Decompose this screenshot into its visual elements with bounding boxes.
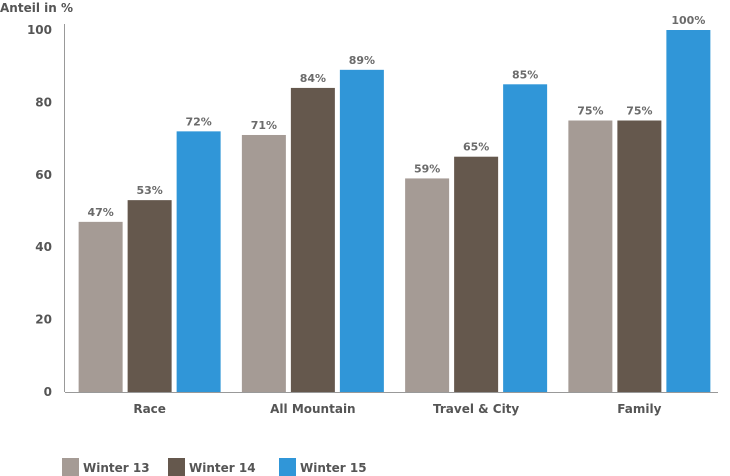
x-tick-label: Family bbox=[617, 402, 661, 416]
bar-value-label: 59% bbox=[414, 162, 440, 175]
y-tick-label: 40 bbox=[35, 240, 52, 254]
bar bbox=[405, 178, 450, 392]
bar bbox=[127, 200, 172, 392]
bar-value-label: 84% bbox=[300, 72, 326, 85]
y-tick-label: 80 bbox=[35, 95, 52, 109]
x-tick-label: Race bbox=[133, 402, 166, 416]
bar-value-label: 85% bbox=[512, 68, 538, 81]
y-axis-ticks: 0 20 40 60 80 100 bbox=[27, 23, 52, 399]
bar bbox=[503, 84, 548, 393]
bar-value-label: 47% bbox=[87, 206, 113, 219]
bar-value-label: 53% bbox=[136, 184, 162, 197]
legend-label: Winter 15 bbox=[300, 461, 367, 475]
legend-swatch bbox=[62, 458, 79, 476]
bar-value-label: 65% bbox=[463, 141, 489, 154]
bar-value-label: 72% bbox=[185, 115, 211, 128]
bar bbox=[617, 120, 662, 392]
y-axis-label: Anteil in % bbox=[0, 1, 73, 15]
legend-swatch bbox=[168, 458, 185, 476]
bar bbox=[241, 134, 286, 393]
data-labels: 47% 53% 72% 71% 84% 89% 59% 65% 85% 75% 75% 100% bbox=[87, 14, 705, 219]
y-tick-label: 100 bbox=[27, 23, 52, 37]
bar bbox=[78, 221, 123, 392]
bar-value-label: 71% bbox=[251, 119, 277, 132]
bar-value-label: 100% bbox=[671, 14, 705, 27]
bar bbox=[454, 156, 499, 392]
x-tick-label: All Mountain bbox=[270, 402, 355, 416]
bar bbox=[666, 30, 711, 392]
bar-value-label: 89% bbox=[349, 54, 375, 67]
legend: Winter 13 Winter 14 Winter 15 bbox=[62, 458, 367, 476]
bar bbox=[339, 69, 384, 392]
y-tick-label: 20 bbox=[35, 313, 52, 327]
y-tick-label: 0 bbox=[44, 385, 52, 399]
bar-value-label: 75% bbox=[577, 105, 603, 118]
bar bbox=[568, 120, 613, 392]
x-axis-categories: Race All Mountain Travel & City Family bbox=[133, 402, 661, 416]
legend-label: Winter 14 bbox=[189, 461, 256, 475]
legend-label: Winter 13 bbox=[83, 461, 150, 475]
bars bbox=[78, 30, 711, 393]
x-tick-label: Travel & City bbox=[433, 402, 519, 416]
y-tick-label: 60 bbox=[35, 168, 52, 182]
bar bbox=[176, 131, 221, 393]
bar-value-label: 75% bbox=[626, 105, 652, 118]
legend-swatch bbox=[279, 458, 296, 476]
bar bbox=[290, 87, 335, 393]
